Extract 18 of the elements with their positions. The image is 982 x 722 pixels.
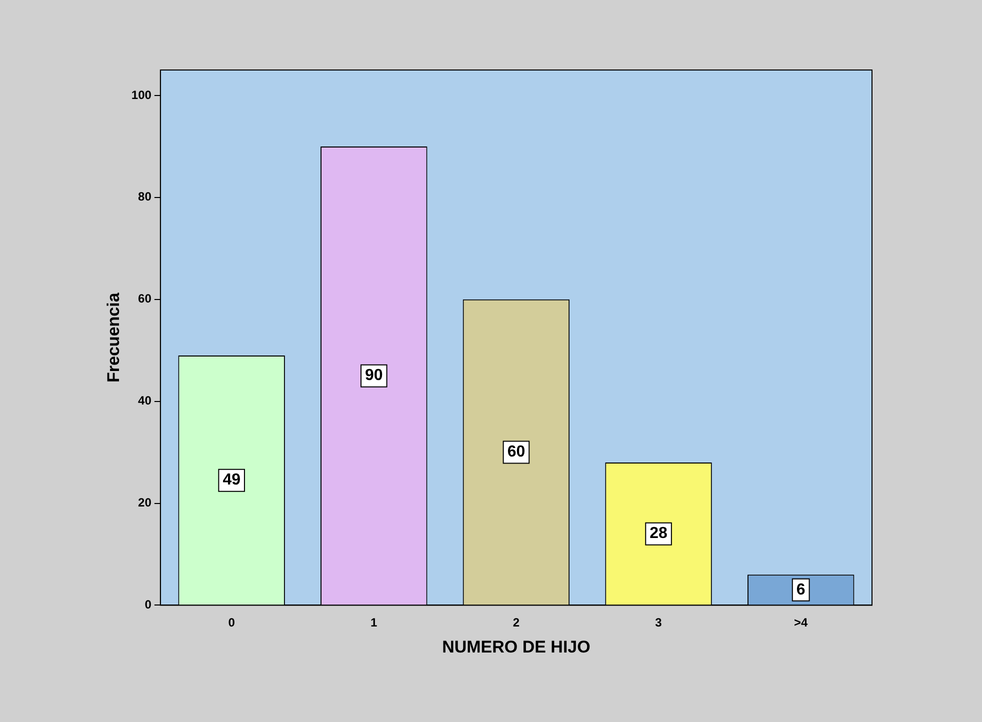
y-axis-title: Frecuencia [104,292,123,382]
y-tick-label: 80 [138,190,152,204]
x-tick-label: 2 [512,616,520,630]
y-tick-label: 20 [138,496,152,510]
x-tick-label: 1 [370,616,378,630]
data-label: 49 [222,472,241,489]
x-tick-label: 3 [655,616,662,630]
x-tick-label: >4 [794,616,808,630]
data-label: 60 [507,444,526,461]
data-label: 6 [796,581,806,598]
data-label: 90 [364,367,383,384]
data-label: 28 [650,525,668,542]
y-tick-label: 60 [138,292,152,306]
y-tick-label: 100 [131,88,152,102]
y-tick-label: 0 [144,598,152,612]
y-tick-label: 40 [138,394,152,408]
x-tick-label: 0 [228,616,236,630]
x-axis-title: NUMERO DE HIJO [442,637,590,656]
